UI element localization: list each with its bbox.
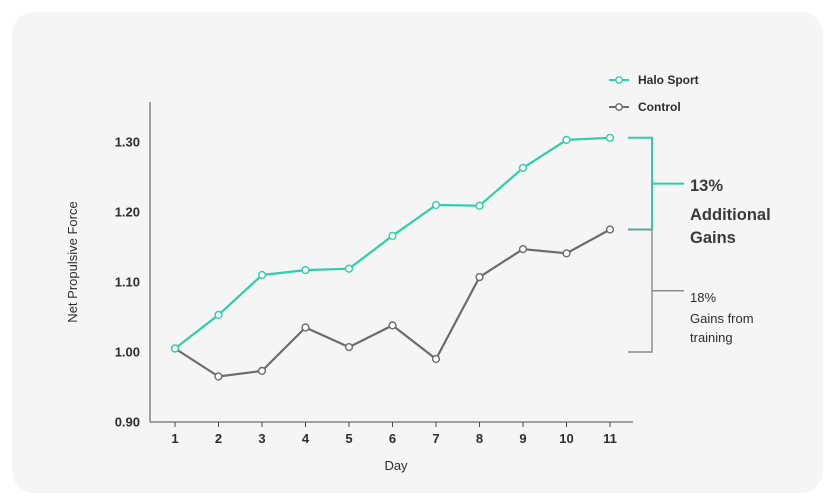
axes bbox=[149, 102, 633, 423]
data-point bbox=[388, 231, 397, 240]
series-layer bbox=[170, 133, 615, 381]
x-tick-label: 8 bbox=[476, 431, 483, 446]
x-tick-label: 1 bbox=[171, 431, 178, 446]
data-point bbox=[431, 354, 441, 364]
data-point bbox=[214, 310, 223, 320]
x-tick-label: 9 bbox=[519, 431, 526, 446]
data-point bbox=[475, 201, 484, 210]
data-point bbox=[562, 135, 571, 145]
data-point bbox=[605, 225, 615, 234]
y-axis-title: Net Propulsive Force bbox=[65, 201, 80, 322]
y-tick-label: 0.90 bbox=[115, 415, 140, 430]
x-tick-label: 6 bbox=[389, 431, 396, 446]
annotation-label-line: 13% bbox=[690, 177, 723, 195]
x-tick-label: 7 bbox=[432, 431, 439, 446]
data-point bbox=[257, 270, 267, 280]
x-axis-title: Day bbox=[384, 458, 408, 473]
bracket-annotation: 18% Gains from training bbox=[628, 228, 754, 353]
legend-label: Halo Sport bbox=[638, 73, 699, 87]
data-point bbox=[518, 245, 528, 254]
x-tick-label: 3 bbox=[258, 431, 265, 446]
data-point bbox=[388, 321, 397, 330]
annotation-label-line: Gains bbox=[690, 229, 736, 247]
bracket-annotation: 13% Additional Gains bbox=[628, 136, 771, 247]
x-tick-label: 2 bbox=[215, 431, 222, 446]
annotations: 13% Additional Gains 18% Gains from training bbox=[628, 136, 771, 353]
legend-marker bbox=[615, 76, 623, 84]
legend: Halo Sport Control bbox=[609, 73, 699, 114]
annotation-label-line: Additional bbox=[690, 206, 771, 224]
data-point bbox=[605, 133, 615, 142]
series-line bbox=[174, 228, 611, 378]
y-tick-label: 1.20 bbox=[115, 205, 140, 220]
chart-card bbox=[12, 12, 823, 493]
data-point bbox=[518, 163, 528, 173]
series-line bbox=[174, 136, 611, 350]
series-halo-sport bbox=[170, 133, 615, 353]
annotation-label-line: training bbox=[690, 330, 733, 345]
bracket-line bbox=[628, 136, 684, 231]
data-point bbox=[170, 344, 180, 353]
data-point bbox=[301, 266, 310, 275]
data-point bbox=[431, 200, 441, 210]
legend-item: Halo Sport bbox=[609, 73, 699, 87]
legend-label: Control bbox=[638, 100, 681, 114]
annotation-label-line: 18% bbox=[690, 290, 716, 305]
data-point bbox=[344, 343, 354, 352]
data-point bbox=[562, 249, 571, 258]
data-point bbox=[214, 372, 223, 381]
y-tick-label: 1.10 bbox=[115, 275, 140, 290]
data-point bbox=[301, 323, 310, 332]
legend-item: Control bbox=[609, 100, 681, 114]
data-point bbox=[344, 264, 354, 273]
x-tick-labels: 1 2 3 4 5 6 7 8 9 10 11 bbox=[171, 422, 617, 446]
x-tick-label: 5 bbox=[345, 431, 352, 446]
x-tick-label: 4 bbox=[302, 431, 310, 446]
legend-marker bbox=[615, 103, 623, 111]
data-point bbox=[475, 273, 484, 282]
x-tick-label: 10 bbox=[559, 431, 573, 446]
annotation-label-line: Gains from bbox=[690, 311, 754, 326]
y-tick-labels: 0.90 1.00 1.10 1.20 1.30 bbox=[115, 135, 140, 430]
series-control bbox=[170, 225, 615, 381]
x-tick-label: 11 bbox=[603, 431, 617, 446]
bracket-line bbox=[628, 228, 684, 353]
data-point bbox=[257, 366, 267, 376]
y-tick-label: 1.00 bbox=[115, 345, 140, 360]
y-tick-label: 1.30 bbox=[115, 135, 140, 150]
